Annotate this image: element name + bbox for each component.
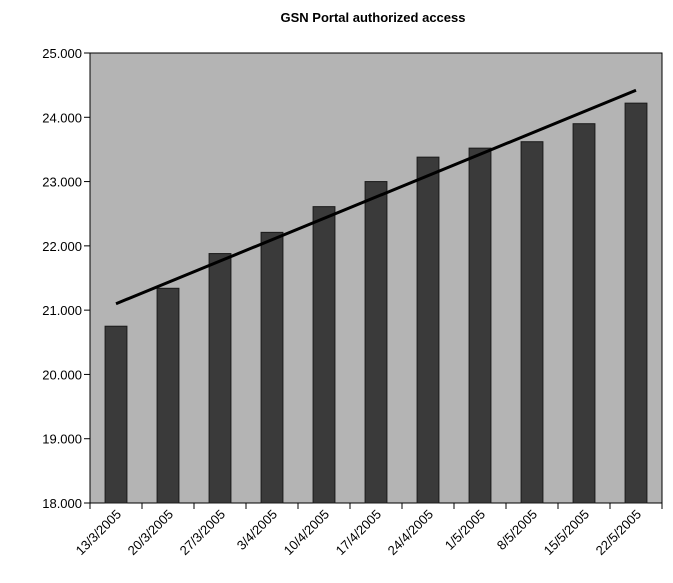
y-tick-label: 18.000 <box>42 496 82 511</box>
bar <box>260 231 284 504</box>
y-tick-label: 21.000 <box>42 303 82 318</box>
y-axis: 18.000 19.000 20.000 21.000 22.000 23.000 24.0… <box>42 46 90 511</box>
bar <box>312 206 336 504</box>
chart-title: GSN Portal authorized access <box>281 10 466 25</box>
bar <box>208 253 232 504</box>
x-tick-label: 13/3/2005 <box>73 507 125 559</box>
bar <box>572 123 596 504</box>
x-tick-label: 20/3/2005 <box>125 507 177 559</box>
x-tick-label: 1/5/2005 <box>442 507 488 553</box>
bar <box>104 325 128 504</box>
x-tick-label: 27/3/2005 <box>177 507 229 559</box>
trendline <box>115 88 637 306</box>
y-tick-label: 23.000 <box>42 175 82 190</box>
bar-series <box>104 102 648 504</box>
x-axis: 13/3/2005 20/3/2005 27/3/2005 3/4/2005 10/4/… <box>73 503 663 559</box>
x-tick-label: 15/5/2005 <box>541 507 593 559</box>
y-tick-label: 24.000 <box>42 110 82 125</box>
y-tick-label: 19.000 <box>42 432 82 447</box>
x-tick-label: 22/5/2005 <box>593 507 645 559</box>
bar <box>624 102 648 504</box>
x-tick-label: 3/4/2005 <box>234 507 280 553</box>
bar <box>156 287 180 504</box>
trendline-group <box>115 88 637 306</box>
y-tick-label: 20.000 <box>42 367 82 382</box>
x-tick-label: 17/4/2005 <box>333 507 385 559</box>
y-tick-label: 25.000 <box>42 46 82 61</box>
y-tick-label: 22.000 <box>42 239 82 254</box>
x-tick-label: 24/4/2005 <box>385 507 437 559</box>
bar <box>364 181 388 504</box>
bar <box>468 147 492 504</box>
x-tick-label: 8/5/2005 <box>494 507 540 553</box>
bar <box>520 141 544 504</box>
x-tick-label: 10/4/2005 <box>281 507 333 559</box>
bar <box>416 156 440 504</box>
